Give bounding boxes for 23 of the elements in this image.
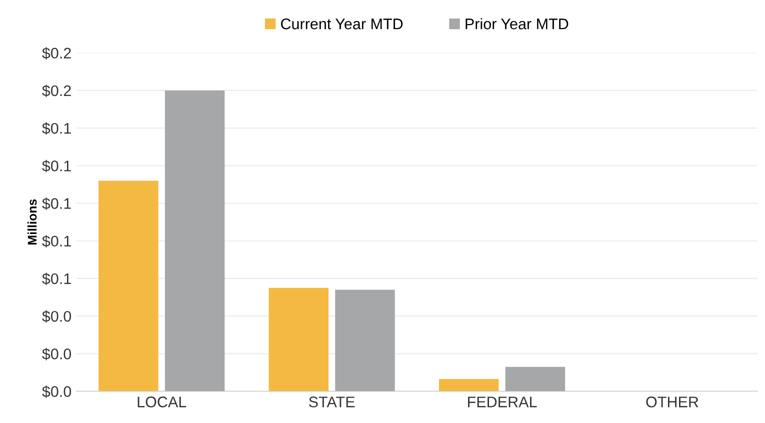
- bar: [505, 366, 566, 392]
- bar: [98, 180, 158, 392]
- x-tick-label: LOCAL: [138, 396, 186, 408]
- x-tick-label: FEDERAL: [468, 396, 537, 408]
- y-tick-label: $0.2: [42, 47, 71, 60]
- legend-label: Current Year MTD: [281, 18, 403, 30]
- bar: [268, 288, 328, 392]
- bar: [164, 90, 225, 392]
- y-tick-label: $0.2: [42, 84, 71, 98]
- x-tick-label: STATE: [309, 396, 355, 408]
- x-tick-label: OTHER: [646, 396, 698, 408]
- y-tick-label: $0.1: [42, 198, 71, 210]
- legend-label: Prior Year MTD: [466, 18, 568, 30]
- bar: [438, 379, 499, 392]
- y-tick-label: $0.1: [42, 160, 71, 172]
- y-tick-label: $0.0: [42, 348, 72, 360]
- y-axis-title: Millions: [27, 199, 37, 244]
- y-tick-label: $0.0: [42, 310, 72, 323]
- y-tick-label: $0.1: [42, 235, 71, 248]
- y-tick-label: $0.1: [42, 122, 71, 135]
- y-tick-label: $0.1: [42, 272, 71, 286]
- bar: [335, 290, 395, 392]
- y-tick-label: $0.0: [42, 386, 72, 398]
